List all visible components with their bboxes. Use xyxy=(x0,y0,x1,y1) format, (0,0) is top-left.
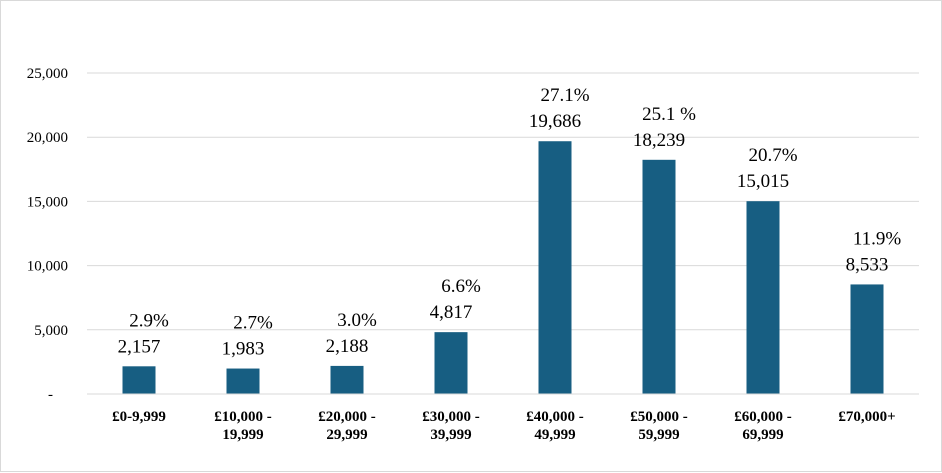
percent-label: 25.1 % xyxy=(642,104,696,125)
bar xyxy=(434,332,468,394)
x-tick-label: £0-9,999 xyxy=(112,409,166,425)
percent-label: 6.6% xyxy=(441,276,481,297)
x-tick-label: 29,999 xyxy=(326,427,367,443)
y-axis: - 5,000 10,000 15,000 20,000 25,000 xyxy=(27,66,68,403)
percent-label: 2.9% xyxy=(129,310,169,331)
value-label: 19,686 xyxy=(529,111,581,132)
bars xyxy=(122,141,884,394)
percent-label: 11.9% xyxy=(853,228,902,249)
y-tick-label: 20,000 xyxy=(27,130,68,146)
y-tick-label: 10,000 xyxy=(27,259,68,275)
x-tick-label: 49,999 xyxy=(534,427,575,443)
x-tick-label: 39,999 xyxy=(430,427,471,443)
percent-label: 3.0% xyxy=(337,310,377,331)
gridlines xyxy=(87,72,919,331)
bar xyxy=(122,366,156,394)
bar xyxy=(642,159,676,394)
x-tick-label: £20,000 - xyxy=(318,409,376,425)
value-label: 15,015 xyxy=(737,171,789,192)
x-tick-label: £10,000 - xyxy=(214,409,272,425)
y-tick-label: 5,000 xyxy=(34,323,68,339)
value-label: 4,817 xyxy=(430,302,473,323)
x-tick-label: £60,000 - xyxy=(734,409,792,425)
y-tick-label: - xyxy=(48,387,53,403)
x-tick-label: £30,000 - xyxy=(422,409,480,425)
value-label: 2,188 xyxy=(326,336,369,357)
bar xyxy=(746,201,780,394)
value-label: 1,983 xyxy=(222,339,265,360)
x-tick-label: £40,000 - xyxy=(526,409,584,425)
data-labels: 2,157 2.9% 1,983 2.7% 2,188 3.0% 4,817 6.6% 19,6… xyxy=(118,85,902,359)
x-tick-label: 19,999 xyxy=(222,427,263,443)
x-tick-label: 69,999 xyxy=(742,427,783,443)
value-label: 2,157 xyxy=(118,336,161,357)
x-tick-label: £70,000+ xyxy=(838,409,895,425)
percent-label: 20.7% xyxy=(748,145,797,166)
percent-label: 27.1% xyxy=(540,85,589,106)
bar xyxy=(226,368,260,394)
bar xyxy=(850,284,884,394)
value-label: 18,239 xyxy=(633,130,685,151)
percent-label: 2.7% xyxy=(233,313,273,334)
y-tick-label: 15,000 xyxy=(27,194,68,210)
x-axis: £0-9,999 £10,000 - 19,999 £20,000 - 29,999 £3… xyxy=(87,393,919,443)
bar xyxy=(538,141,572,394)
y-tick-label: 25,000 xyxy=(27,66,68,82)
x-tick-label: 59,999 xyxy=(638,427,679,443)
value-label: 8,533 xyxy=(846,254,889,275)
x-tick-label: £50,000 - xyxy=(630,409,688,425)
bar xyxy=(330,365,364,394)
